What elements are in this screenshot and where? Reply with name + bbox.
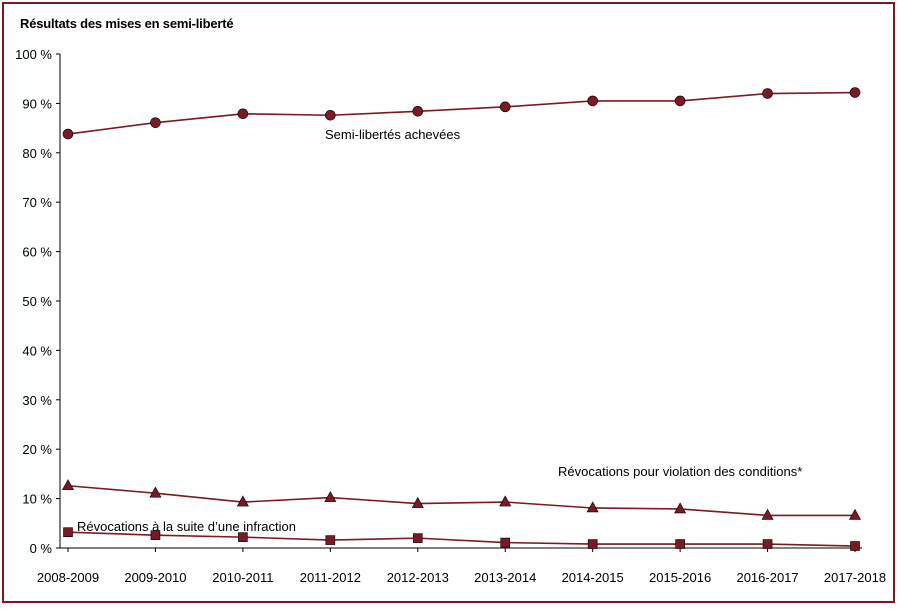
series-label-infraction: Révocations à la suite d’une infraction [77, 519, 296, 534]
data-point-square [675, 539, 685, 549]
data-point-triangle [149, 486, 162, 498]
x-tick-label: 2011-2012 [300, 570, 361, 585]
data-point-circle [674, 95, 686, 107]
data-point-circle [587, 95, 598, 107]
series-label-semi-liberte: Semi-libertés achevées [325, 127, 461, 142]
series-line-0 [67, 91, 856, 135]
x-tick-label: 2013-2014 [474, 570, 536, 585]
x-tick-label: 2014-2015 [562, 570, 624, 585]
data-point-circle [849, 87, 861, 98]
data-point-circle [150, 117, 161, 128]
data-point-square [850, 541, 860, 551]
y-tick-label: 50 % [22, 294, 52, 309]
y-tick-label: 40 % [22, 343, 52, 358]
y-tick-label: 60 % [22, 245, 52, 260]
x-tick-label: 2015-2016 [649, 570, 711, 585]
y-tick-label: 100 % [15, 47, 52, 62]
x-tick-label: 2010-2011 [212, 570, 273, 585]
data-point-square [63, 527, 73, 537]
data-point-triangle [61, 479, 75, 491]
data-point-triangle [761, 508, 774, 520]
y-tick-label: 10 % [22, 492, 52, 507]
data-point-square [325, 535, 336, 545]
data-point-triangle [236, 495, 249, 507]
data-point-circle [237, 108, 249, 120]
data-point-triangle [674, 502, 687, 514]
data-point-square [238, 532, 248, 542]
axes: 0 % 10 % 20 % 30 % 40 % 50 % 60 % 70 % 80 % 90 % 1… [15, 47, 886, 585]
data-point-triangle [499, 495, 512, 507]
data-point-circle [62, 128, 74, 140]
x-tick-label: 2016-2017 [736, 570, 798, 585]
chart-title: Résultats des mises en semi-liberté [20, 16, 234, 31]
series-layer [61, 87, 862, 551]
data-point-square [762, 539, 773, 549]
data-point-square [500, 537, 511, 548]
x-tick-label: 2017-2018 [824, 570, 886, 585]
y-tick-label: 70 % [22, 195, 52, 210]
y-tick-label: 20 % [22, 442, 52, 457]
data-point-circle [499, 101, 511, 113]
y-tick-label: 80 % [22, 146, 52, 161]
data-point-circle [412, 106, 424, 117]
series-label-violation: Révocations pour violation des condition… [558, 464, 802, 479]
data-point-square [412, 533, 423, 543]
annotations: Semi-libertés achevées Révocations pour … [77, 127, 802, 534]
series-line-1 [67, 484, 855, 517]
x-tick-label: 2008-2009 [37, 570, 99, 585]
x-tick-label: 2012-2013 [387, 570, 449, 585]
data-point-circle [762, 88, 773, 99]
y-tick-label: 90 % [22, 96, 52, 111]
y-tick-label: 30 % [22, 393, 52, 408]
data-point-square [587, 539, 598, 549]
data-point-triangle [324, 490, 337, 502]
data-point-circle [325, 109, 336, 121]
data-point-triangle [411, 496, 424, 508]
y-tick-label: 0 % [30, 541, 53, 556]
data-point-triangle [848, 508, 862, 520]
series-line-2 [67, 531, 856, 547]
data-point-square [150, 530, 161, 540]
x-tick-label: 2009-2010 [124, 570, 186, 585]
data-point-triangle [586, 501, 599, 513]
